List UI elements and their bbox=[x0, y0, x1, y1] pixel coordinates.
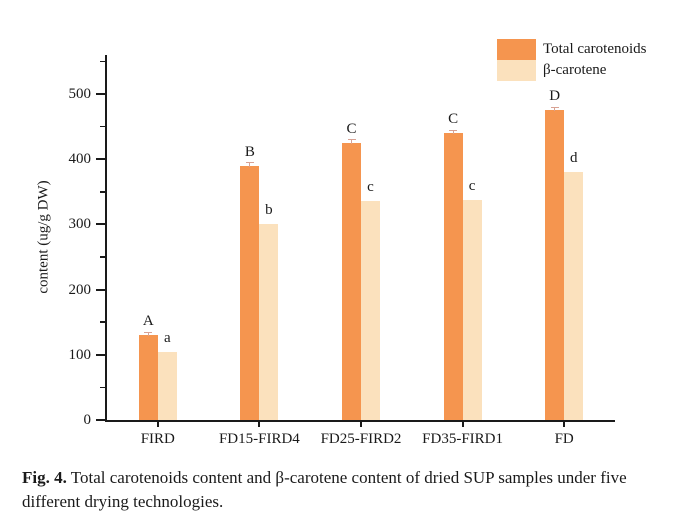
error-bar-cap-FIRD bbox=[144, 331, 153, 333]
error-bar-FD bbox=[554, 107, 556, 112]
bar-total-carotenoids-FIRD bbox=[138, 335, 158, 420]
bar-beta-carotene-FIRD bbox=[157, 351, 177, 420]
error-bar-FD35-FIRD1 bbox=[452, 130, 454, 135]
y-axis-major-tick bbox=[96, 419, 105, 421]
x-axis-tick-label: FD bbox=[554, 431, 574, 447]
legend-item-total-carotenoids: Total carotenoids bbox=[497, 39, 647, 60]
bar-total-carotenoids-FD35-FIRD1 bbox=[443, 133, 463, 420]
y-axis-tick-label: 500 bbox=[68, 86, 92, 103]
x-axis-tick-label: FD15-FIRD4 bbox=[218, 431, 300, 447]
sig-letter-B-FD15-FIRD4: B bbox=[244, 143, 255, 160]
y-axis-tick-label: 200 bbox=[68, 281, 92, 298]
y-axis-major-tick bbox=[96, 93, 105, 96]
legend-swatch-beta-carotene bbox=[497, 60, 536, 81]
legend-label-total-carotenoids: Total carotenoids bbox=[543, 41, 647, 57]
error-bar-cap-FD35-FIRD1 bbox=[449, 129, 458, 131]
figure-caption: Fig. 4. Total carotenoids content and β-… bbox=[22, 466, 670, 514]
bar-total-carotenoids-FD25-FIRD2 bbox=[342, 142, 361, 420]
figure-caption-label: Fig. 4. bbox=[22, 468, 67, 487]
y-axis-minor-tick bbox=[100, 256, 105, 258]
sig-letter-a-FIRD: a bbox=[163, 329, 171, 346]
sig-letter-D-FD: D bbox=[549, 88, 561, 105]
bar-beta-carotene-FD15-FIRD4 bbox=[259, 224, 279, 420]
error-bar-FD15-FIRD4 bbox=[249, 163, 251, 167]
x-axis-tick-label: FD35-FIRD1 bbox=[422, 431, 504, 447]
bar-total-carotenoids-FD bbox=[545, 110, 565, 420]
y-axis-major-tick bbox=[96, 353, 105, 356]
y-axis-tick-label: 300 bbox=[68, 216, 92, 233]
bar-beta-carotene-FD25-FIRD2 bbox=[361, 201, 380, 420]
error-bar-FIRD bbox=[147, 332, 149, 337]
figure-caption-text: Total carotenoids content and β-carotene… bbox=[22, 468, 627, 512]
y-axis-major-tick bbox=[96, 158, 105, 161]
sig-letter-C-FD25-FIRD2: C bbox=[346, 120, 357, 137]
sig-letter-d-FD: d bbox=[569, 150, 578, 167]
bar-beta-carotene-FD bbox=[564, 172, 584, 420]
error-bar-cap-FD15-FIRD4 bbox=[245, 162, 254, 164]
y-axis-label: content (ug/g DW) bbox=[35, 180, 52, 294]
x-axis-tick bbox=[156, 420, 159, 427]
error-bar-FD25-FIRD2 bbox=[351, 140, 352, 144]
sig-letter-C-FD35-FIRD1: C bbox=[448, 111, 459, 128]
x-axis-tick-label: FD25-FIRD2 bbox=[320, 431, 402, 447]
y-axis-major-tick bbox=[96, 288, 105, 291]
sig-letter-b-FD15-FIRD4: b bbox=[265, 202, 273, 219]
bar-beta-carotene-FD35-FIRD1 bbox=[462, 199, 482, 420]
error-bar-cap-FD bbox=[550, 106, 559, 108]
x-axis-tick-label: FIRD bbox=[140, 431, 175, 447]
legend-label-beta-carotene: β-carotene bbox=[543, 62, 607, 78]
y-axis-minor-tick bbox=[100, 125, 105, 128]
y-axis-tick-label: 0 bbox=[83, 412, 92, 428]
legend-item-beta-carotene: β-carotene bbox=[497, 60, 647, 81]
sig-letter-c-FD25-FIRD2: c bbox=[367, 179, 374, 195]
chart-legend: Total carotenoids β-carotene bbox=[497, 39, 647, 81]
x-axis-tick bbox=[563, 420, 566, 427]
sig-letter-A-FIRD: A bbox=[142, 313, 154, 330]
x-axis-tick bbox=[360, 420, 362, 427]
error-bar-cap-FD25-FIRD2 bbox=[347, 139, 356, 141]
y-axis-minor-tick bbox=[100, 191, 105, 193]
y-axis-major-tick bbox=[96, 223, 105, 226]
y-axis-tick-label: 100 bbox=[68, 346, 92, 363]
sig-letter-c-FD35-FIRD1: c bbox=[468, 177, 476, 194]
legend-swatch-total-carotenoids bbox=[497, 39, 536, 60]
y-axis-minor-tick bbox=[100, 386, 105, 389]
x-axis-tick bbox=[258, 420, 261, 427]
x-axis-tick bbox=[461, 420, 464, 427]
y-axis-minor-tick bbox=[100, 60, 105, 63]
y-axis-tick-label: 400 bbox=[68, 151, 92, 168]
bar-total-carotenoids-FD15-FIRD4 bbox=[240, 165, 260, 420]
y-axis-minor-tick bbox=[100, 321, 105, 323]
